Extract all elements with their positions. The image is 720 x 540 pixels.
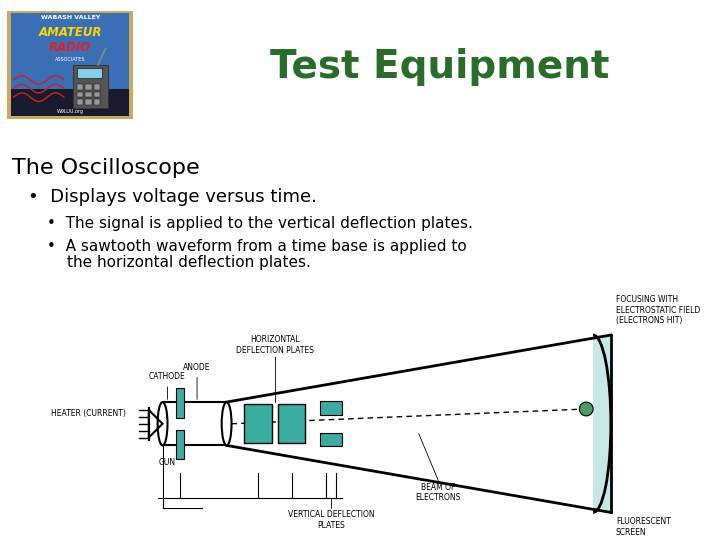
Bar [11,89,130,116]
Text: VERTICAL DEFLECTION
PLATES: VERTICAL DEFLECTION PLATES [288,510,374,530]
Text: WABASH VALLEY: WABASH VALLEY [40,15,100,20]
Text: FLUORESCENT
SCREEN: FLUORESCENT SCREEN [616,517,670,537]
Text: CATHODE: CATHODE [149,373,186,399]
Bar [278,404,305,443]
Text: •  The signal is applied to the vertical deflection plates.: • The signal is applied to the vertical … [48,216,473,231]
Bar [77,68,102,78]
Text: the horizontal deflection plates.: the horizontal deflection plates. [67,255,311,269]
Text: FOCUSING WITH
ELECTROSTATIC FIELD
(ELECTRONS HIT): FOCUSING WITH ELECTROSTATIC FIELD (ELECT… [616,295,700,325]
Text: ANODE: ANODE [184,362,211,399]
Text: •  A sawtooth waveform from a time base is applied to: • A sawtooth waveform from a time base i… [48,239,467,254]
Text: Test Equipment: Test Equipment [270,48,610,85]
Text: HORIZONTAL
DEFLECTION PLATES: HORIZONTAL DEFLECTION PLATES [236,335,314,355]
Bar [11,13,130,89]
Bar [94,84,100,90]
Bar [176,388,184,418]
Bar [94,92,100,97]
Bar [77,92,84,97]
Bar [73,65,108,108]
Bar [77,99,84,105]
Bar [320,433,342,447]
Text: RADIO: RADIO [49,41,91,54]
Text: W9LUU.org: W9LUU.org [57,110,84,114]
Text: GUN: GUN [159,458,176,467]
Bar [244,404,272,443]
Ellipse shape [580,402,593,416]
Polygon shape [593,335,611,512]
Bar [163,402,227,446]
Bar [320,401,342,415]
Text: BEAM OF
ELECTRONS: BEAM OF ELECTRONS [415,483,461,502]
Text: AMATEUR: AMATEUR [38,26,102,39]
Ellipse shape [158,402,168,446]
Text: HEATER (CURRENT): HEATER (CURRENT) [51,409,126,418]
Text: •  Displays voltage versus time.: • Displays voltage versus time. [27,188,317,206]
Text: The Oscilloscope: The Oscilloscope [12,158,199,178]
Text: ASSOCIATES: ASSOCIATES [55,57,86,62]
Bar [176,430,184,459]
Bar [86,99,91,105]
Bar [94,99,100,105]
Bar [77,84,84,90]
Ellipse shape [222,402,232,446]
Bar [86,84,91,90]
Bar [86,92,91,97]
